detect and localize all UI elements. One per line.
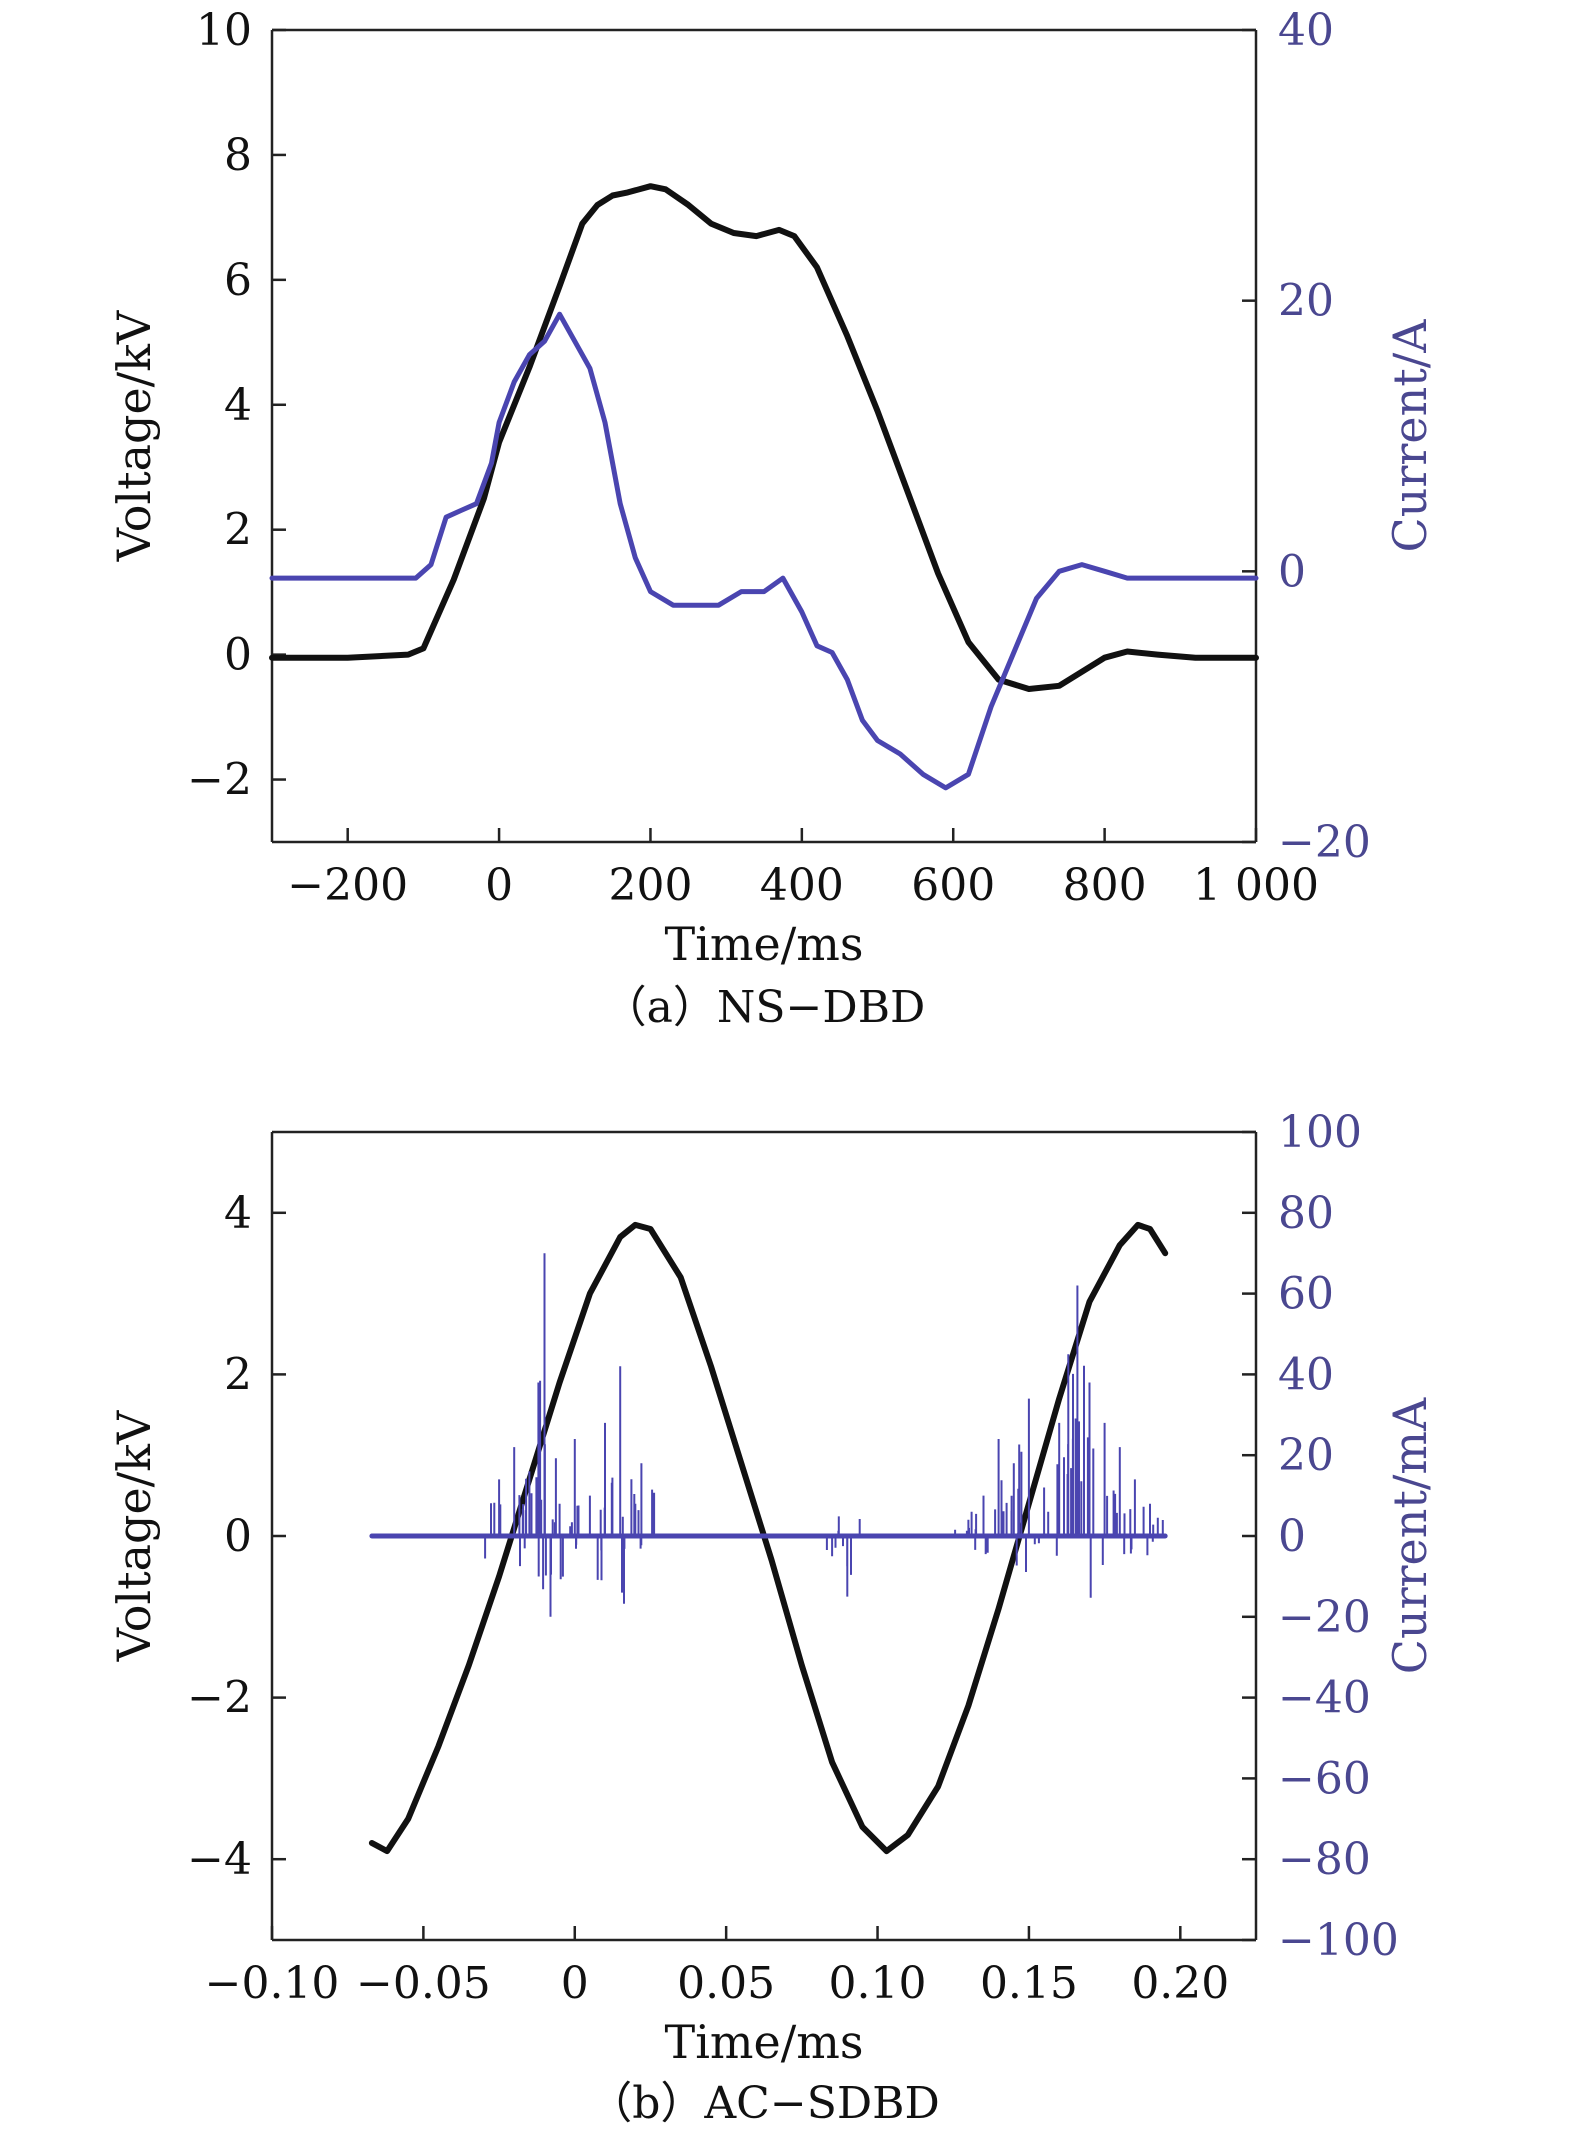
y-axis-title: Voltage/kV — [107, 310, 161, 562]
x-tick-label: 0.10 — [829, 1958, 927, 2009]
current-series — [484, 1253, 1164, 1617]
x-tick-label: 0 — [485, 860, 513, 911]
x-tick-label: 0.20 — [1131, 1958, 1229, 2009]
y-axis-title: Voltage/kV — [107, 1410, 161, 1662]
y2-tick-label: 60 — [1278, 1269, 1334, 1320]
x-tick-label: −0.05 — [356, 1958, 491, 2009]
chart-panel-b: −0.10 −0.05 0 0.05 0.10 0.15 0.20−4−2024−100−8… — [107, 1107, 1437, 2129]
y-tick-label: 0 — [224, 630, 252, 681]
x-tick-label: 0.15 — [980, 1958, 1078, 2009]
y2-tick-label: 40 — [1278, 1349, 1334, 1400]
y2-tick-label: −20 — [1278, 1592, 1371, 1643]
figure-caption: （a）NS−DBD — [603, 982, 926, 1033]
y2-tick-label: 100 — [1278, 1107, 1362, 1158]
y-tick-label: −2 — [187, 1673, 252, 1724]
y2-tick-label: 0 — [1278, 1511, 1306, 1562]
y-tick-label: −2 — [187, 755, 252, 806]
x-tick-label: 800 — [1063, 860, 1147, 911]
y2-tick-label: 20 — [1278, 1430, 1334, 1481]
y-tick-label: 8 — [224, 130, 252, 181]
x-axis-title: Time/ms — [665, 917, 864, 971]
voltage-series — [368, 1221, 1169, 1855]
x-tick-label: −200 — [287, 860, 408, 911]
voltage-series — [269, 183, 1259, 692]
x-tick-label: 400 — [760, 860, 844, 911]
y-tick-label: 6 — [224, 255, 252, 306]
x-tick-label: −0.10 — [205, 1958, 340, 2009]
figure-caption: （b）AC−SDBD — [588, 2078, 940, 2129]
y2-tick-label: 20 — [1278, 276, 1334, 327]
y-tick-label: 4 — [224, 380, 252, 431]
chart-panel-a: −200 0 200 400 600 800 1 000−20246810−2002040T… — [107, 5, 1437, 1033]
y2-tick-label: −100 — [1278, 1915, 1399, 1966]
x-tick-label: 0.05 — [677, 1958, 775, 2009]
y-tick-label: −4 — [187, 1834, 252, 1885]
x-tick-label: 0 — [561, 1958, 589, 2009]
y2-tick-label: −20 — [1278, 817, 1371, 868]
current-series — [269, 311, 1259, 791]
y2-axis-title: Current/mA — [1383, 1397, 1437, 1674]
y2-tick-label: −80 — [1278, 1834, 1371, 1885]
y-tick-label: 2 — [224, 505, 252, 556]
x-tick-label: 200 — [608, 860, 692, 911]
y-tick-label: 2 — [224, 1349, 252, 1400]
y2-axis-title: Current/A — [1383, 319, 1437, 553]
y2-tick-label: 80 — [1278, 1188, 1334, 1239]
y-tick-label: 4 — [224, 1188, 252, 1239]
x-tick-label: 1 000 — [1193, 860, 1319, 911]
y-tick-label: 0 — [224, 1511, 252, 1562]
y-tick-label: 10 — [196, 5, 252, 56]
x-tick-label: 600 — [911, 860, 995, 911]
y2-tick-label: 0 — [1278, 546, 1306, 597]
y2-tick-label: −40 — [1278, 1673, 1371, 1724]
y2-tick-label: −60 — [1278, 1753, 1371, 1804]
x-axis-title: Time/ms — [665, 2015, 864, 2069]
y2-tick-label: 40 — [1278, 5, 1334, 56]
